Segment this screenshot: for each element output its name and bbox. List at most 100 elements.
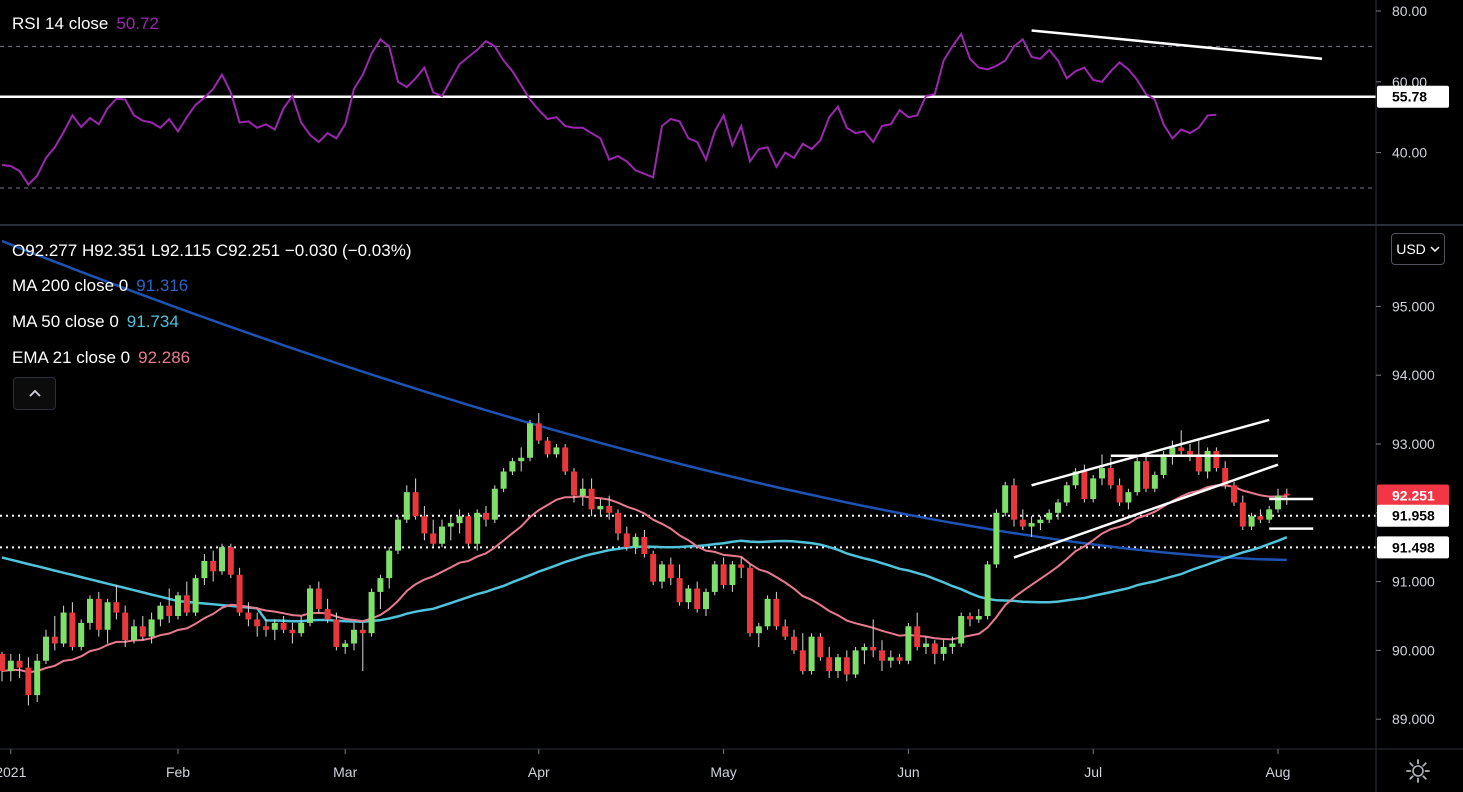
candle-body <box>1169 447 1176 455</box>
candle-body <box>491 488 498 520</box>
candle-body <box>1187 450 1193 455</box>
ema21-legend-label: EMA 21 close 0 <box>12 348 131 367</box>
chevron-down-icon <box>1430 246 1440 252</box>
candle-body <box>95 598 102 630</box>
price-badge-3: 91.498 <box>1392 539 1435 555</box>
candle-body <box>386 550 393 579</box>
candle-body <box>1081 471 1088 500</box>
time-axis[interactable]: 2021 Feb Mar Apr May Jun Jul Aug <box>0 748 1463 780</box>
price-tick-label: 95.000 <box>1392 298 1435 314</box>
candle-body <box>553 447 560 455</box>
candle-body <box>201 560 208 579</box>
candle-body <box>34 660 41 696</box>
candle-body <box>879 650 885 661</box>
candle-body <box>439 526 445 544</box>
price-tick-label: 93.000 <box>1392 436 1435 452</box>
candle-body <box>1072 471 1079 486</box>
chevron-up-icon <box>28 389 41 397</box>
candle-body <box>773 598 780 627</box>
candle-body <box>1204 450 1211 472</box>
candle-body <box>1011 485 1017 520</box>
candle-body <box>51 636 58 644</box>
candle-body <box>606 505 613 513</box>
candle-body <box>782 626 789 637</box>
gear-icon[interactable] <box>1405 758 1431 784</box>
candle-body <box>1107 468 1114 486</box>
currency-button[interactable]: USD <box>1391 233 1445 265</box>
candle-body <box>544 440 551 455</box>
candle-body <box>271 622 278 630</box>
candle-body <box>755 626 762 634</box>
candle-body <box>905 626 912 661</box>
candle-body <box>720 564 727 586</box>
candle-body <box>500 471 507 489</box>
candle-body <box>588 488 595 510</box>
candle-body <box>7 660 14 672</box>
candle-body <box>87 598 93 623</box>
rsi-legend[interactable]: RSI 14 close 50.72 <box>12 14 159 34</box>
candle-body <box>254 619 261 627</box>
candle-body <box>395 519 401 551</box>
candle-body <box>527 423 533 458</box>
candle-body <box>298 622 305 634</box>
candle-body <box>808 636 815 672</box>
candle-body <box>25 667 32 696</box>
candle-body <box>729 564 736 586</box>
candle-body <box>1275 495 1281 510</box>
candle-body <box>817 636 824 658</box>
ma50-legend[interactable]: MA 50 close 0 91.734 <box>12 312 179 332</box>
candle-body <box>131 626 137 641</box>
candle-body <box>148 619 155 637</box>
ma200-legend-value: 91.316 <box>136 276 189 295</box>
candle-body <box>1248 516 1255 527</box>
candle-body <box>69 612 76 647</box>
ema21-line <box>1 484 1287 674</box>
candle-body <box>747 567 753 634</box>
ma200-legend-label: MA 200 close 0 <box>12 276 129 295</box>
candle-body <box>342 643 349 647</box>
price-badge-1-bg <box>1377 484 1449 507</box>
candle-body <box>465 516 472 544</box>
candle-body <box>210 560 217 572</box>
candle-body <box>104 602 111 630</box>
candle-body <box>368 591 375 634</box>
candle-body <box>861 646 868 651</box>
candle-body <box>474 512 481 544</box>
candle-body <box>641 536 648 555</box>
candle-body <box>263 626 269 630</box>
candle-body <box>1028 523 1035 527</box>
ma200-legend[interactable]: MA 200 close 0 91.316 <box>12 276 188 296</box>
candle-body <box>175 595 181 616</box>
candle-body <box>1195 454 1202 472</box>
candle-body <box>236 574 243 613</box>
candle-body <box>1125 492 1132 503</box>
collapse-legend-button[interactable] <box>13 377 56 410</box>
candle-body <box>667 564 674 579</box>
price-axis[interactable]: 80.0060.0040.0095.00094.00093.00092.0009… <box>1375 0 1449 792</box>
candle-body <box>483 512 489 520</box>
rsi-legend-label: RSI 14 close <box>12 14 109 33</box>
candle-body <box>1019 519 1026 527</box>
candle-body <box>1143 461 1149 489</box>
candle-body <box>597 505 604 510</box>
rsi-level-badge-bg <box>1377 85 1449 108</box>
candle-body <box>659 564 665 582</box>
candle-body <box>923 643 929 647</box>
candle-body <box>958 616 965 644</box>
candle-body <box>632 536 639 548</box>
candle-body <box>280 622 287 630</box>
candle-body <box>791 636 797 651</box>
candle-body <box>403 492 410 520</box>
candle-body <box>835 657 841 672</box>
candle-body <box>896 657 903 661</box>
rsi-tick-label: 40.00 <box>1392 145 1427 161</box>
date-label: 2021 <box>0 764 27 780</box>
candle-body <box>579 488 586 496</box>
candle-body <box>192 578 199 613</box>
candle-body <box>421 516 428 534</box>
candle-body <box>1116 485 1123 503</box>
ema21-legend[interactable]: EMA 21 close 0 92.286 <box>12 348 190 368</box>
candle-body <box>219 547 225 572</box>
candle-body <box>1213 450 1220 469</box>
